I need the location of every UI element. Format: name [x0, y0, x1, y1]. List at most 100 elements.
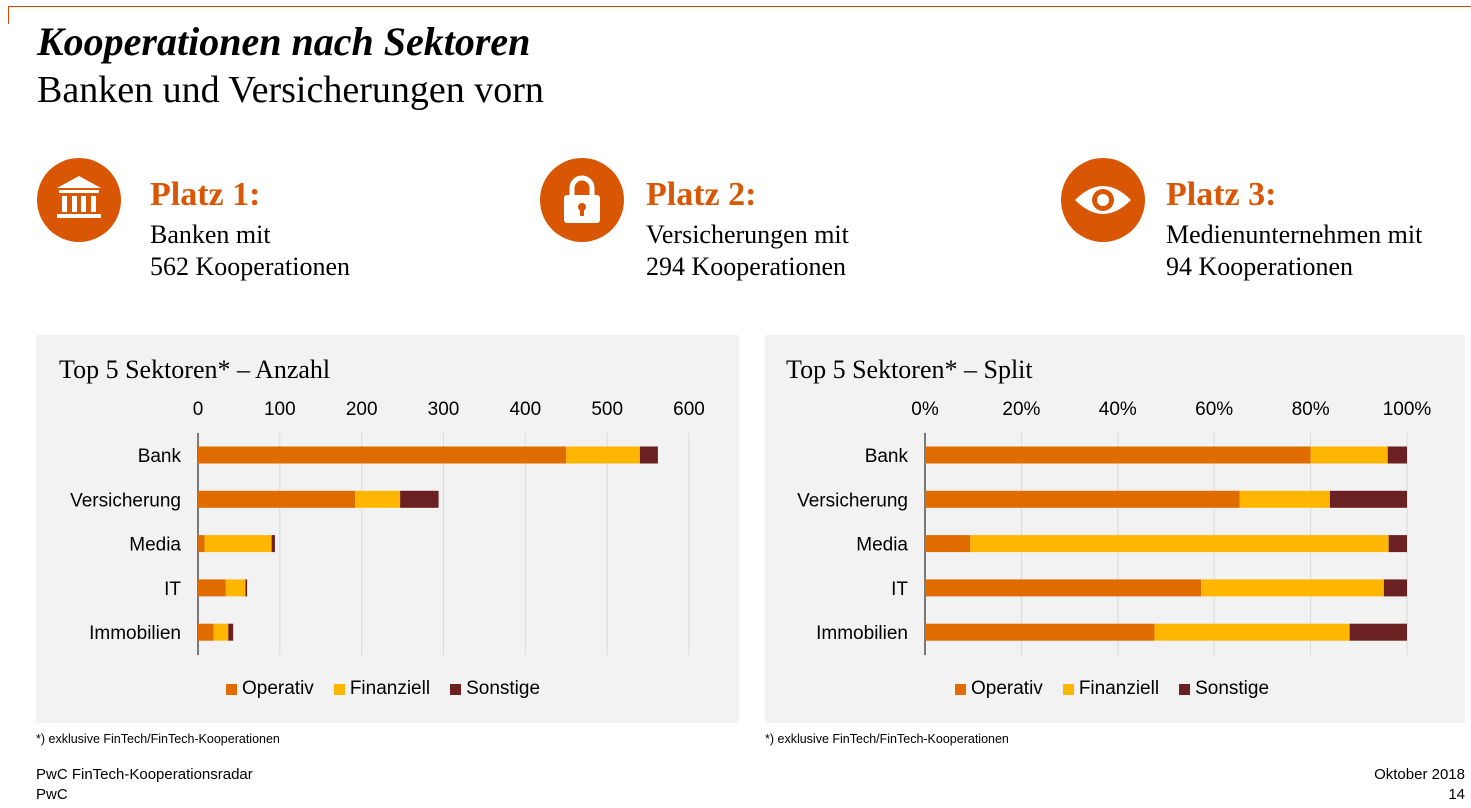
footnote-left: *) exklusive FinTech/FinTech-Kooperation… [36, 732, 280, 746]
legend-label: Sonstige [466, 678, 541, 699]
rank-3-line2: 94 Kooperationen [1166, 252, 1354, 281]
bar-segment-sonstige [400, 490, 439, 508]
rank-1-heading: Platz 1: [150, 176, 261, 213]
x-tick-label: 600 [673, 399, 705, 420]
legend-label: Operativ [971, 678, 1043, 699]
x-tick-label: 60% [1195, 399, 1233, 420]
chart-legend: Operativ Finanziell Sonstige [226, 678, 560, 700]
legend-item-finanziell: Finanziell [1062, 678, 1160, 700]
bank-icon [37, 158, 121, 242]
x-tick-label: 80% [1292, 399, 1330, 420]
bar-segment-finanziell [1310, 446, 1388, 464]
rank-3-heading: Platz 3: [1166, 176, 1277, 213]
bar-segment-operativ [198, 623, 214, 641]
bar-segment-operativ [198, 535, 205, 553]
bar-segment-finanziell [1201, 579, 1384, 597]
bar-segment-sonstige [228, 623, 234, 641]
bar-segment-operativ [925, 446, 1311, 464]
page-subtitle: Banken und Versicherungen vorn [37, 69, 544, 111]
bar-segment-sonstige [1329, 490, 1407, 508]
lock-icon [540, 158, 624, 242]
legend-swatch [1062, 683, 1074, 695]
x-tick-label: 100% [1383, 399, 1432, 420]
bar-segment-operativ [925, 535, 971, 553]
footnote-right: *) exklusive FinTech/FinTech-Kooperation… [765, 732, 1009, 746]
legend-label: Sonstige [1195, 678, 1270, 699]
legend-item-operativ: Operativ [955, 678, 1043, 700]
category-label: Media [129, 535, 181, 556]
page-title: Kooperationen nach Sektoren [37, 19, 531, 64]
x-tick-label: 100 [264, 399, 296, 420]
bar-segment-finanziell [355, 490, 401, 508]
bar-segment-sonstige [245, 579, 248, 597]
chart-panel-split: Top 5 Sektoren* – Split 0% 20% 40% 60% 80% 10… [765, 335, 1465, 723]
x-tick-label: 0% [911, 399, 939, 420]
top-rule-corner [8, 6, 9, 24]
bar-segment-sonstige [1387, 446, 1407, 464]
legend-swatch [333, 683, 345, 695]
bar-segment-finanziell [1154, 623, 1350, 641]
category-label: Media [856, 535, 908, 556]
bar-segment-finanziell [566, 446, 640, 464]
legend-label: Finanziell [349, 678, 431, 699]
legend-label: Operativ [242, 678, 314, 699]
x-tick-label: 200 [346, 399, 378, 420]
category-label: IT [891, 579, 908, 600]
legend-swatch [450, 683, 462, 695]
bar-segment-finanziell [970, 535, 1389, 553]
category-label: Bank [865, 446, 909, 467]
bar-segment-finanziell [225, 579, 246, 597]
category-label: Immobilien [89, 623, 181, 644]
legend-item-finanziell: Finanziell [333, 678, 431, 700]
footer-brand: PwC [36, 786, 68, 803]
x-tick-label: 0 [193, 399, 204, 420]
bar-segment-operativ [198, 490, 356, 508]
legend-swatch [1179, 683, 1191, 695]
rank-2-line1: Versicherungen mit [646, 220, 849, 249]
legend-item-sonstige: Sonstige [1179, 678, 1269, 700]
legend-label: Finanziell [1078, 678, 1160, 699]
rank-1-line1: Banken mit [150, 220, 271, 249]
category-label: Bank [138, 446, 182, 467]
x-tick-label: 40% [1099, 399, 1137, 420]
legend-swatch [226, 683, 237, 695]
legend-item-sonstige: Sonstige [450, 678, 540, 700]
legend-swatch [955, 683, 966, 695]
bar-segment-sonstige [1349, 623, 1407, 641]
bar-segment-sonstige [1383, 579, 1407, 597]
x-tick-label: 20% [1002, 399, 1040, 420]
chart-title: Top 5 Sektoren* – Split [786, 355, 1033, 384]
category-label: Versicherung [797, 490, 908, 511]
bar-segment-operativ [925, 623, 1155, 641]
chart-split: 0% 20% 40% 60% 80% 100% Bank Versicherung Media I… [797, 399, 1432, 655]
x-tick-label: 500 [591, 399, 623, 420]
rank-2-heading: Platz 2: [646, 176, 757, 213]
rank-3-line1: Medienunternehmen mit [1166, 220, 1423, 249]
rank-2-line2: 294 Kooperationen [646, 252, 847, 281]
category-label: Versicherung [70, 490, 181, 511]
bar-segment-operativ [925, 579, 1202, 597]
bar-segment-sonstige [639, 446, 658, 464]
legend-item-operativ: Operativ [226, 678, 314, 700]
bar-segment-operativ [198, 579, 226, 597]
category-label: Immobilien [816, 623, 908, 644]
rank-1-line2: 562 Kooperationen [150, 252, 351, 281]
footer-source: PwC FinTech-Kooperationsradar [36, 766, 253, 783]
bar-segment-finanziell [204, 535, 272, 553]
chart-count: 0 100 200 300 400 500 600 Bank Versicherung Media… [70, 399, 705, 655]
bar-segment-finanziell [213, 623, 229, 641]
chart-title: Top 5 Sektoren* – Anzahl [59, 355, 331, 384]
bar-segment-operativ [925, 490, 1240, 508]
chart-panel-count: Top 5 Sektoren* – Anzahl 0 100 200 300 400 50… [36, 335, 739, 723]
eye-icon [1061, 158, 1145, 242]
chart-legend: Operativ Finanziell Sonstige [955, 678, 1289, 700]
x-tick-label: 300 [428, 399, 460, 420]
bar-segment-sonstige [1388, 535, 1407, 553]
footer-date: Oktober 2018 [1374, 766, 1465, 783]
top-rule [8, 6, 1471, 7]
x-tick-label: 400 [509, 399, 541, 420]
bar-segment-operativ [198, 446, 567, 464]
category-label: IT [164, 579, 181, 600]
footer-page-number: 14 [1448, 786, 1465, 803]
bar-segment-sonstige [271, 535, 275, 553]
